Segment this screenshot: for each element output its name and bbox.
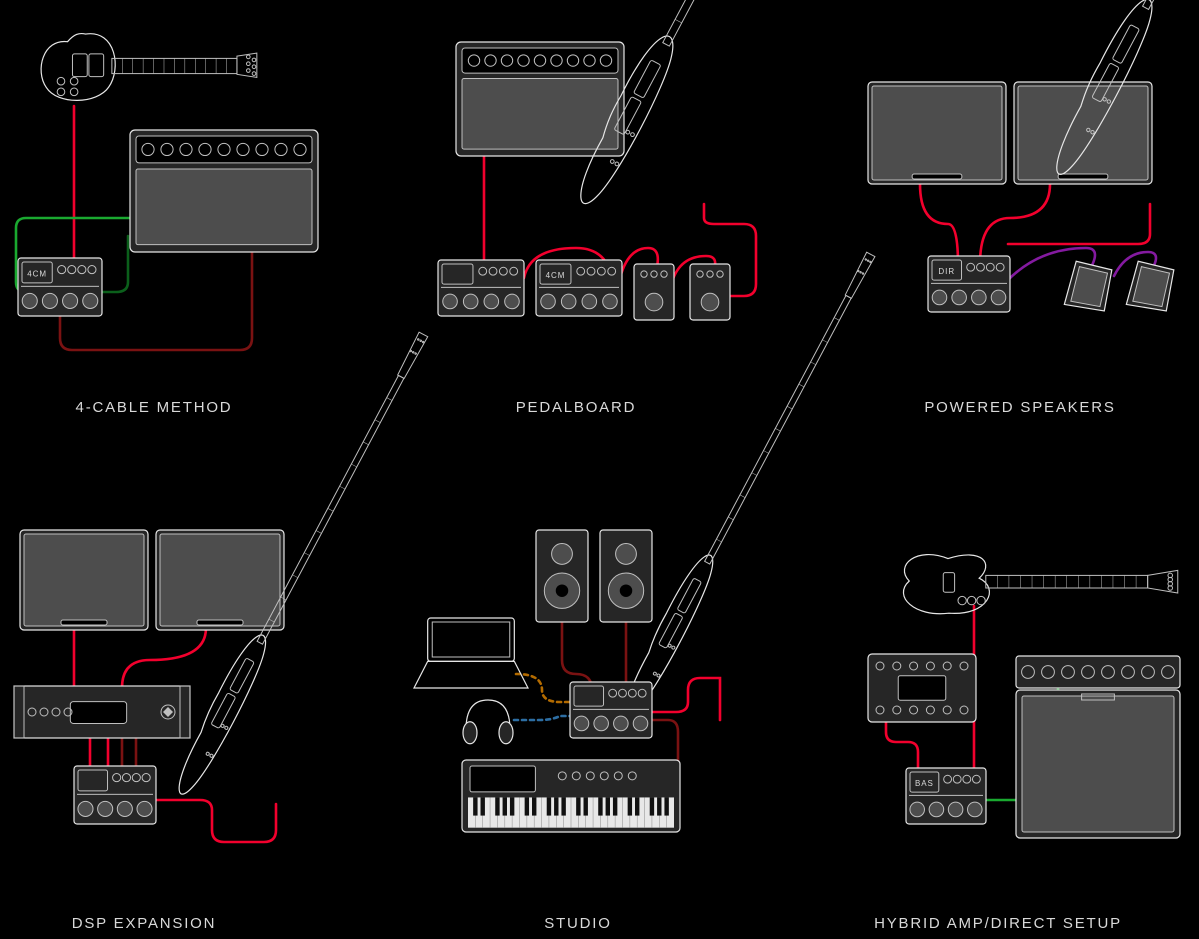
studio-monitor-icon xyxy=(600,530,652,622)
floor-fx-icon: BAS xyxy=(906,768,986,824)
signal-cable xyxy=(980,184,1050,264)
stomp-pedal-icon xyxy=(634,264,674,320)
setup-title: HYBRID AMP/DIRECT SETUP xyxy=(874,915,1122,932)
rack-unit-icon xyxy=(14,686,190,738)
signal-cable xyxy=(562,620,592,690)
speaker-cab-icon xyxy=(156,530,284,630)
stagebox-icon xyxy=(868,654,976,722)
expression-pedal-icon xyxy=(1064,261,1112,311)
setup-title: PEDALBOARD xyxy=(516,399,637,416)
floor-fx-icon: 4CM xyxy=(536,260,622,316)
speaker-cab-icon xyxy=(20,530,148,630)
floor-fx-label: 4CM xyxy=(27,270,47,279)
signal-cable xyxy=(652,678,720,720)
speaker-cab-icon xyxy=(868,82,1006,184)
floor-fx-label: DIR xyxy=(938,267,955,276)
speaker-cab-icon xyxy=(1014,82,1152,184)
setup-cell: DIR POWERED SPEAKERS xyxy=(868,0,1199,416)
signal-cable xyxy=(514,716,576,720)
setup-cell: STUDIO xyxy=(414,249,883,932)
expression-pedal-icon xyxy=(1126,261,1174,311)
floor-fx-icon xyxy=(74,766,156,824)
floor-fx-icon xyxy=(570,682,652,738)
setup-title: POWERED SPEAKERS xyxy=(924,399,1115,416)
bass-guitar-icon xyxy=(903,555,1177,614)
signal-cable xyxy=(102,236,128,292)
setup-cell: DSP EXPANSION xyxy=(14,328,436,932)
setup-title: DSP EXPANSION xyxy=(72,915,217,932)
laptop-icon xyxy=(414,618,528,688)
signal-cable xyxy=(652,720,678,766)
signal-cable xyxy=(156,800,276,842)
setup-cell: 4CM PEDALBOARD xyxy=(438,0,853,416)
guitar-icon xyxy=(41,34,257,101)
setup-title: STUDIO xyxy=(544,915,611,932)
floor-fx-label: BAS xyxy=(915,779,934,788)
setup-cell: BAS HYBRID AMP/DIRECT SETUP xyxy=(868,555,1180,932)
setup-cell: 4CM 4-CABLE METHOD xyxy=(16,34,318,416)
amp-head-icon xyxy=(1016,656,1180,688)
combo-amp-icon xyxy=(456,42,624,156)
floor-fx-icon: 4CM xyxy=(18,258,102,316)
floor-fx-label: 4CM xyxy=(546,271,566,280)
signal-cable xyxy=(122,628,206,688)
signal-cable xyxy=(920,184,958,264)
headphones-icon xyxy=(463,700,513,744)
studio-monitor-icon xyxy=(536,530,588,622)
setup-title: 4-CABLE METHOD xyxy=(76,399,233,416)
floor-fx-icon xyxy=(438,260,524,316)
signal-cable xyxy=(1008,204,1150,244)
floor-fx-icon: DIR xyxy=(928,256,1010,312)
bass-cab-icon xyxy=(1016,690,1180,838)
stomp-pedal-icon xyxy=(690,264,730,320)
midi-keyboard-icon xyxy=(462,760,680,832)
combo-amp-icon xyxy=(130,130,318,252)
